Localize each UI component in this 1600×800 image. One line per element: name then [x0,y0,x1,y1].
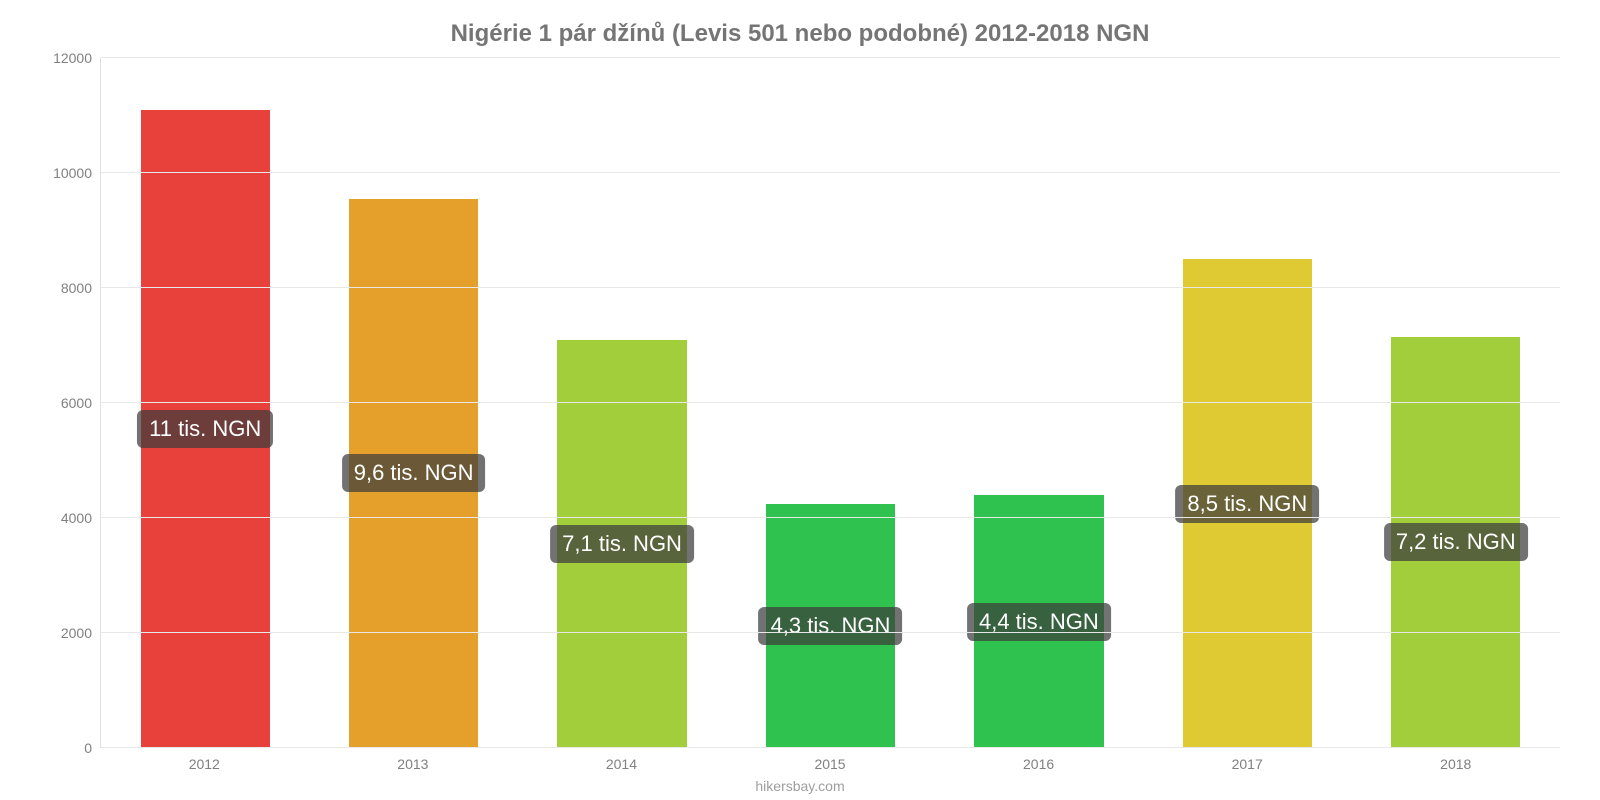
attribution-text: hikersbay.com [40,778,1560,794]
x-axis: 2012201320142015201620172018 [100,748,1560,772]
bar: 7,2 tis. NGN [1391,337,1520,748]
y-tick-label: 10000 [40,165,92,181]
bar: 7,1 tis. NGN [557,340,686,748]
x-tick-label: 2014 [517,748,726,772]
x-tick-label: 2016 [934,748,1143,772]
bar-slot: 4,3 tis. NGN [726,58,934,748]
x-tick-label: 2018 [1351,748,1560,772]
plot-area: 11 tis. NGN 9,6 tis. NGN 7,1 tis. NGN 4,3 t… [100,58,1560,748]
bar-slot: 7,2 tis. NGN [1352,58,1560,748]
bar-slot: 7,1 tis. NGN [518,58,726,748]
x-tick-label: 2013 [309,748,518,772]
bar: 4,4 tis. NGN [974,495,1103,748]
grid-line [101,287,1560,288]
chart-container: Nigérie 1 pár džínů (Levis 501 nebo podo… [0,0,1600,800]
grid-line [101,632,1560,633]
bar-slot: 9,6 tis. NGN [309,58,517,748]
bar-value-label: 11 tis. NGN [137,410,273,448]
grid-line [101,517,1560,518]
bar: 9,6 tis. NGN [349,199,478,748]
y-tick-label: 8000 [40,280,92,296]
plot-outer: 020004000600080001000012000 11 tis. NGN9… [40,58,1560,748]
grid-line [101,747,1560,748]
y-tick-label: 2000 [40,625,92,641]
bar-value-label: 4,4 tis. NGN [967,603,1111,641]
bar: 11 tis. NGN [141,110,270,748]
bar-slot: 11 tis. NGN [101,58,309,748]
y-axis: 020004000600080001000012000 [40,58,100,748]
x-tick-label: 2017 [1143,748,1352,772]
bar: 4,3 tis. NGN [766,504,895,748]
bar-value-label: 9,6 tis. NGN [342,454,486,492]
grid-line [101,172,1560,173]
bar-slot: 8,5 tis. NGN [1143,58,1351,748]
y-tick-label: 0 [40,740,92,756]
y-tick-label: 4000 [40,510,92,526]
grid-line [101,402,1560,403]
bar-value-label: 7,2 tis. NGN [1384,523,1528,561]
x-tick-label: 2012 [100,748,309,772]
y-tick-label: 6000 [40,395,92,411]
y-tick-label: 12000 [40,50,92,66]
chart-title: Nigérie 1 pár džínů (Levis 501 nebo podo… [40,20,1560,48]
bars-group: 11 tis. NGN 9,6 tis. NGN 7,1 tis. NGN 4,3 t… [101,58,1560,748]
x-tick-label: 2015 [726,748,935,772]
grid-line [101,57,1560,58]
bar: 8,5 tis. NGN [1183,259,1312,748]
bar-value-label: 4,3 tis. NGN [759,607,903,645]
bar-slot: 4,4 tis. NGN [935,58,1143,748]
bar-value-label: 7,1 tis. NGN [550,525,694,563]
